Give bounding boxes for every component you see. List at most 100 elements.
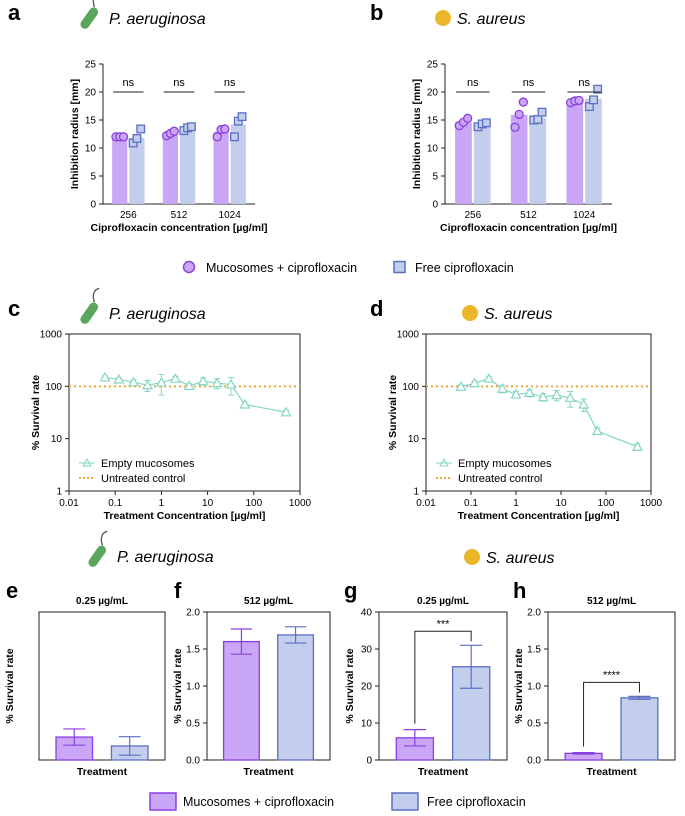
x-tick-label: 10 xyxy=(555,498,567,509)
data-point xyxy=(183,380,195,390)
significance-label: ns xyxy=(224,77,236,89)
panel-letter: f xyxy=(174,578,182,603)
data-point xyxy=(496,383,508,393)
significance-label: **** xyxy=(603,669,621,681)
panel-h: h 512 µg/mL 0.0 0.5 1.0 1.5 2.0 **** % Survival … xyxy=(513,578,676,778)
panel-title: 512 µg/mL xyxy=(587,596,636,607)
series-line xyxy=(460,378,638,448)
y-tick-label: 0.0 xyxy=(186,756,200,767)
y-tick-label: 15 xyxy=(85,116,97,127)
rod-bacterium-icon xyxy=(80,287,100,324)
y-axis-title: % Survival rate xyxy=(30,375,42,450)
bar xyxy=(455,122,472,204)
x-tick-label: 512 xyxy=(171,210,188,221)
y-tick-label: 25 xyxy=(85,60,97,71)
y-axis-title: % Survival rate xyxy=(344,648,356,723)
data-point xyxy=(136,124,146,134)
panel-letter: g xyxy=(344,578,357,603)
x-axis-title: Ciprofloxacin concentration [µg/ml] xyxy=(91,222,268,234)
panel-title: 0.25 µg/mL xyxy=(417,596,469,607)
species-label: S. aureus xyxy=(484,306,552,323)
panel-a: a P. aeruginosa 0 5 10 15 20 25 256 ns 512 ns 1024 ns… xyxy=(8,0,267,234)
data-point xyxy=(113,373,125,384)
y-tick-label: 5 xyxy=(432,172,438,183)
x-tick-label: 100 xyxy=(598,498,615,509)
significance-bracket xyxy=(414,630,472,724)
y-tick-label: 15 xyxy=(427,116,439,127)
panel-letter: a xyxy=(8,0,21,25)
bar xyxy=(473,124,491,204)
significance-label: ns xyxy=(123,77,135,89)
legend-marker xyxy=(182,260,196,274)
bar xyxy=(277,634,315,761)
legend-label: Free ciprofloxacin xyxy=(415,261,514,275)
data-point xyxy=(510,122,520,132)
bar xyxy=(620,697,659,761)
bar xyxy=(129,137,145,204)
data-point xyxy=(186,122,196,132)
significance-label: ns xyxy=(467,77,479,89)
y-tick-label: 1.0 xyxy=(527,682,541,693)
species-label: P. aeruginosa xyxy=(109,11,206,28)
legend-label: Mucosomes + ciprofloxacin xyxy=(183,795,334,809)
bar xyxy=(566,100,584,204)
plot-frame xyxy=(425,333,652,492)
data-point xyxy=(564,392,576,403)
y-tick-label: 0 xyxy=(366,756,372,767)
legend-label: Untreated control xyxy=(458,473,542,485)
y-tick-label: 10 xyxy=(85,144,97,155)
y-tick-label: 5 xyxy=(90,172,96,183)
species-label: S. aureus xyxy=(486,550,554,567)
y-tick-label: 2.0 xyxy=(186,608,200,619)
data-point xyxy=(533,114,543,124)
y-tick-label: 1 xyxy=(413,487,419,498)
bar xyxy=(230,124,246,204)
x-axis-title: Treatment Concentration [µg/ml] xyxy=(458,510,620,522)
y-tick-label: 20 xyxy=(361,682,373,693)
significance-bracket xyxy=(583,681,640,747)
bar xyxy=(510,114,528,204)
legend-top: Mucosomes + ciprofloxacin Free ciprofloxa… xyxy=(182,260,514,275)
bar xyxy=(585,98,602,204)
data-point xyxy=(155,376,167,387)
data-point xyxy=(574,95,584,106)
significance-label: ns xyxy=(173,77,185,89)
x-tick-label: 1024 xyxy=(573,210,596,221)
x-tick-label: 256 xyxy=(120,210,137,221)
panel-letter: e xyxy=(6,578,18,603)
significance-label: ns xyxy=(523,77,535,89)
y-axis-title: % Survival rate xyxy=(513,648,525,723)
y-axis-title: % Survival rate xyxy=(172,648,184,723)
panel-letter: c xyxy=(8,296,20,321)
coccus-icon xyxy=(435,10,451,26)
x-tick-label: 0.1 xyxy=(108,498,122,509)
y-axis-title: % Survival rate xyxy=(4,648,16,723)
data-point xyxy=(169,126,179,136)
y-tick-label: 10 xyxy=(427,144,439,155)
data-point xyxy=(481,118,491,128)
y-tick-label: 0.0 xyxy=(527,756,541,767)
plot-frame xyxy=(68,333,301,492)
panel-d: d S. aureus 1 10 100 1000 0.01 0.1 1 10 100 1000 Emp… xyxy=(370,296,663,522)
bar xyxy=(180,128,196,204)
x-axis-title: Ciprofloxacin concentration [µg/ml] xyxy=(440,222,617,234)
flagellum xyxy=(92,287,100,303)
data-point xyxy=(631,441,643,451)
rod-body xyxy=(80,302,99,324)
y-tick-label: 25 xyxy=(427,60,439,71)
y-tick-label: 40 xyxy=(361,608,373,619)
rod-bacterium-icon xyxy=(80,0,100,29)
data-point xyxy=(211,377,223,388)
panel-letter: b xyxy=(370,0,383,25)
coccus-icon xyxy=(464,549,480,565)
panel-e: e 0.25 µg/mL % Survival rate Treatment xyxy=(4,578,166,778)
x-tick-label: 0.01 xyxy=(416,498,436,509)
legend-label: Untreated control xyxy=(101,473,185,485)
panel-letter: d xyxy=(370,296,383,321)
y-tick-label: 10 xyxy=(361,719,373,730)
data-point xyxy=(518,97,528,107)
x-tick-label: 1 xyxy=(513,498,519,509)
x-tick-label: 100 xyxy=(245,498,262,509)
x-tick-label: 512 xyxy=(520,210,537,221)
